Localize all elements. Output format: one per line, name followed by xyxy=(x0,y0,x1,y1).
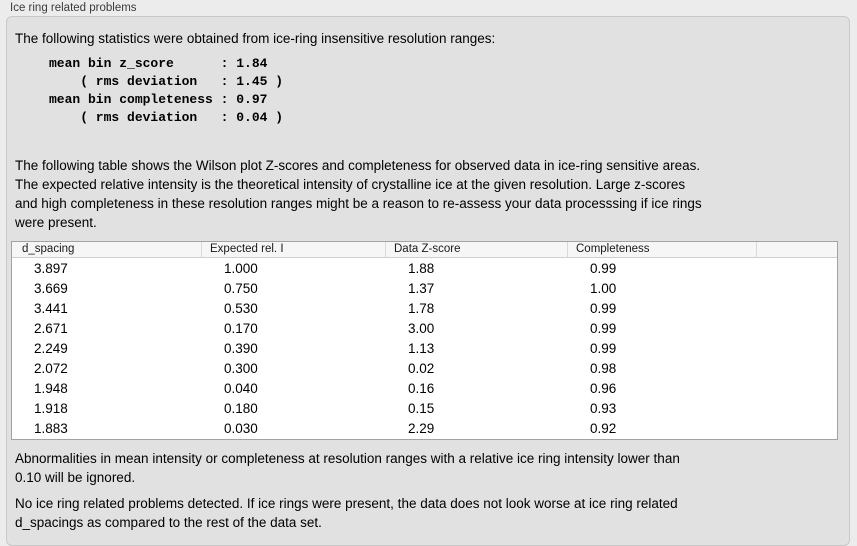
table-cell: 0.92 xyxy=(590,420,617,436)
table-cell: 3.669 xyxy=(34,280,68,296)
table-cell: 3.00 xyxy=(408,320,435,336)
table-cell: 2.072 xyxy=(34,360,68,376)
column-header-d-spacing[interactable]: d_spacing xyxy=(12,242,202,257)
table-cell: 2.29 xyxy=(408,420,435,436)
table-row[interactable]: 2.671 0.170 3.00 0.99 xyxy=(12,318,837,338)
table-description-text: The following table shows the Wilson plo… xyxy=(15,158,702,230)
table-cell: 0.15 xyxy=(408,400,435,416)
table-cell: 0.93 xyxy=(590,400,617,416)
column-header-expected-rel-i[interactable]: Expected rel. I xyxy=(202,242,386,257)
table-row[interactable]: 1.948 0.040 0.16 0.96 xyxy=(12,378,837,398)
table-cell: 0.99 xyxy=(590,260,617,276)
table-cell: 1.13 xyxy=(408,340,435,356)
table-row[interactable]: 2.249 0.390 1.13 0.99 xyxy=(12,338,837,358)
table-cell: 0.98 xyxy=(590,360,617,376)
table-cell: 1.918 xyxy=(34,400,68,416)
table-cell: 1.948 xyxy=(34,380,68,396)
table-body: 3.897 1.000 1.88 0.99 3.669 0.750 1.37 1.00 3.44… xyxy=(12,258,837,438)
conclusion-text: No ice ring related problems detected. I… xyxy=(15,496,678,530)
table-cell: 0.02 xyxy=(408,360,435,376)
column-header-blank[interactable] xyxy=(757,242,837,257)
table-row[interactable]: 3.897 1.000 1.88 0.99 xyxy=(12,258,837,278)
table-cell: 0.040 xyxy=(224,380,258,396)
note-text: Abnormalities in mean intensity or compl… xyxy=(15,451,680,485)
ice-ring-table: d_spacing Expected rel. I Data Z-score Comp… xyxy=(11,241,838,440)
table-cell: 1.78 xyxy=(408,300,435,316)
table-cell: 0.030 xyxy=(224,420,258,436)
table-cell: 3.441 xyxy=(34,300,68,316)
table-cell: 2.249 xyxy=(34,340,68,356)
table-cell: 0.16 xyxy=(408,380,435,396)
table-row[interactable]: 2.072 0.300 0.02 0.98 xyxy=(12,358,837,378)
stats-block: mean bin z_score : 1.84 ( rms deviation … xyxy=(49,56,284,125)
table-cell: 2.671 xyxy=(34,320,68,336)
table-cell: 0.390 xyxy=(224,340,258,356)
column-header-data-z-score[interactable]: Data Z-score xyxy=(386,242,568,257)
table-cell: 0.99 xyxy=(590,300,617,316)
table-cell: 1.00 xyxy=(590,280,617,296)
intro-text: The following statistics were obtained f… xyxy=(15,31,496,46)
table-row[interactable]: 3.441 0.530 1.78 0.99 xyxy=(12,298,837,318)
table-cell: 1.37 xyxy=(408,280,435,296)
table-cell: 0.99 xyxy=(590,320,617,336)
table-cell: 0.300 xyxy=(224,360,258,376)
table-cell: 1.000 xyxy=(224,260,258,276)
table-cell: 0.99 xyxy=(590,340,617,356)
table-cell: 0.180 xyxy=(224,400,258,416)
table-header-row: d_spacing Expected rel. I Data Z-score Comp… xyxy=(12,242,837,258)
table-cell: 0.530 xyxy=(224,300,258,316)
table-row[interactable]: 1.918 0.180 0.15 0.93 xyxy=(12,398,837,418)
table-cell: 3.897 xyxy=(34,260,68,276)
table-cell: 0.750 xyxy=(224,280,258,296)
table-row[interactable]: 1.883 0.030 2.29 0.92 xyxy=(12,418,837,438)
group-box-label: Ice ring related problems xyxy=(10,2,137,14)
table-row[interactable]: 3.669 0.750 1.37 1.00 xyxy=(12,278,837,298)
table-cell: 0.170 xyxy=(224,320,258,336)
table-cell: 0.96 xyxy=(590,380,617,396)
table-cell: 1.883 xyxy=(34,420,68,436)
column-header-completeness[interactable]: Completeness xyxy=(568,242,757,257)
ice-ring-panel: The following statistics were obtained f… xyxy=(6,16,850,546)
table-cell: 1.88 xyxy=(408,260,435,276)
